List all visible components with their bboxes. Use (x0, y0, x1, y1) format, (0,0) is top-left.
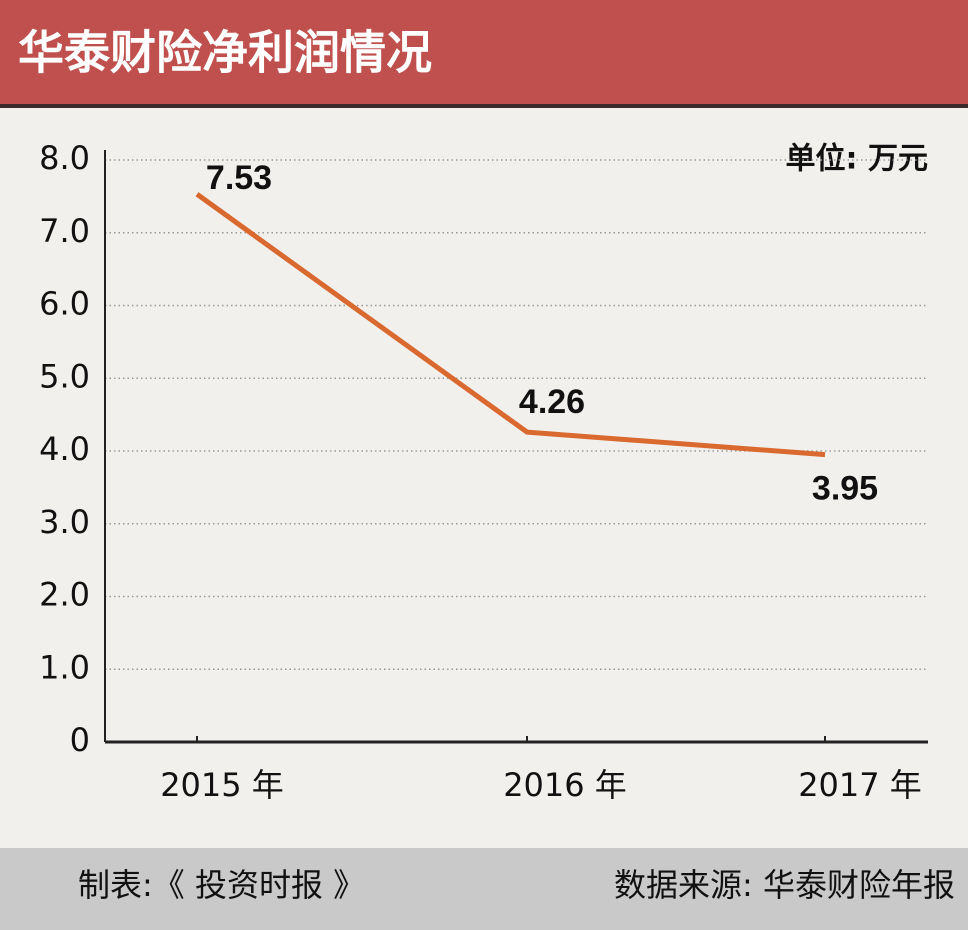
line (195, 192, 826, 458)
y-tick-label: 5.0 (39, 357, 90, 395)
data-label: 3.95 (812, 470, 878, 508)
y-tick-label: 1.0 (39, 648, 90, 686)
y-tick-label: 7.0 (39, 212, 90, 250)
source: 数据来源: 华泰财险年报 (614, 866, 955, 904)
credit: 制表:《 投资时报 》 (78, 866, 365, 904)
y-tick-label: 4.0 (39, 430, 90, 468)
y-tick-label: 0 (70, 721, 90, 759)
x-tick-label: 2015 年 (160, 766, 284, 804)
y-tick-label: 3.0 (39, 503, 90, 541)
unit-label: 单位: 万元 (786, 142, 928, 177)
footer-band (0, 848, 968, 930)
header-band (0, 0, 968, 104)
y-tick-label: 2.0 (39, 576, 90, 614)
chart-title: 华泰财险净利润情况 (18, 26, 432, 80)
header-rule (0, 104, 968, 108)
x-tick-label: 2017 年 (798, 766, 922, 804)
x-tick-label: 2016 年 (503, 766, 627, 804)
y-tick-label: 8.0 (39, 139, 90, 177)
y-tick-label: 6.0 (39, 285, 90, 323)
data-label: 4.26 (519, 383, 585, 421)
data-label: 7.53 (206, 159, 272, 197)
